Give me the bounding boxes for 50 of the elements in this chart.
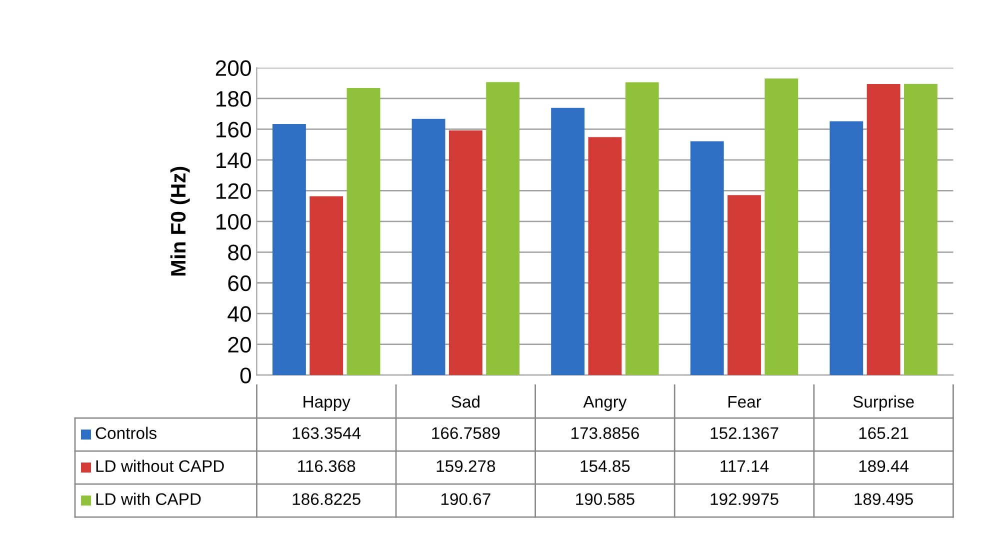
- bar: [728, 195, 761, 376]
- bar: [448, 130, 482, 376]
- bar: [625, 82, 659, 376]
- data-label: 186.8225: [292, 493, 360, 506]
- data-label: 159.278: [436, 460, 496, 472]
- bar: [588, 137, 622, 376]
- bar: [486, 82, 520, 376]
- x-tick-label: Surprise: [853, 395, 914, 411]
- y-tick-label: 180: [216, 91, 251, 107]
- data-label: 117.14: [720, 460, 769, 472]
- data-label: 192.9975: [710, 493, 778, 506]
- data-label: 163.3544: [292, 427, 361, 440]
- data-label: 116.368: [298, 460, 356, 472]
- data-label: 166.7589: [432, 427, 500, 440]
- y-tick-label: 120: [216, 183, 251, 199]
- y-tick-label: 140: [216, 152, 251, 168]
- bar: [551, 108, 585, 376]
- y-tick-label: 200: [216, 60, 251, 76]
- data-label: 189.44: [859, 460, 909, 472]
- data-label: 189.495: [854, 493, 913, 506]
- x-tick-label: Happy: [304, 396, 350, 411]
- bar: [690, 141, 724, 376]
- x-tick-label: Fear: [728, 396, 762, 408]
- legend-label: LD without CAPD: [96, 460, 224, 472]
- x-tick-label: Angry: [583, 396, 627, 411]
- y-tick-label: 80: [228, 244, 251, 260]
- bar: [346, 88, 380, 376]
- y-tick-label: 20: [228, 336, 251, 353]
- data-label: 173.8856: [571, 427, 639, 440]
- data-label: 190.585: [576, 493, 634, 506]
- y-tick-label: 40: [228, 306, 251, 322]
- bar: [272, 124, 306, 376]
- bar: [764, 78, 798, 376]
- bar: [310, 196, 344, 376]
- legend-label: Controls: [96, 426, 156, 440]
- y-axis-title: Min F0 (Hz): [170, 166, 190, 276]
- legend-label: LD with CAPD: [96, 492, 201, 506]
- y-tick-label: 60: [228, 275, 251, 292]
- y-tick-label: 160: [216, 122, 251, 138]
- data-label: 165.21: [859, 427, 908, 440]
- x-tick-label: Sad: [452, 395, 480, 408]
- bar: [412, 118, 446, 376]
- data-label: 190.67: [441, 493, 490, 506]
- y-tick-label: 100: [216, 214, 251, 230]
- data-label: 152.1367: [710, 427, 778, 440]
- data-label: 154.85: [580, 460, 630, 472]
- bar: [866, 84, 900, 376]
- y-tick-label: 0: [240, 368, 251, 384]
- bar: [904, 84, 938, 376]
- bar: [830, 121, 864, 376]
